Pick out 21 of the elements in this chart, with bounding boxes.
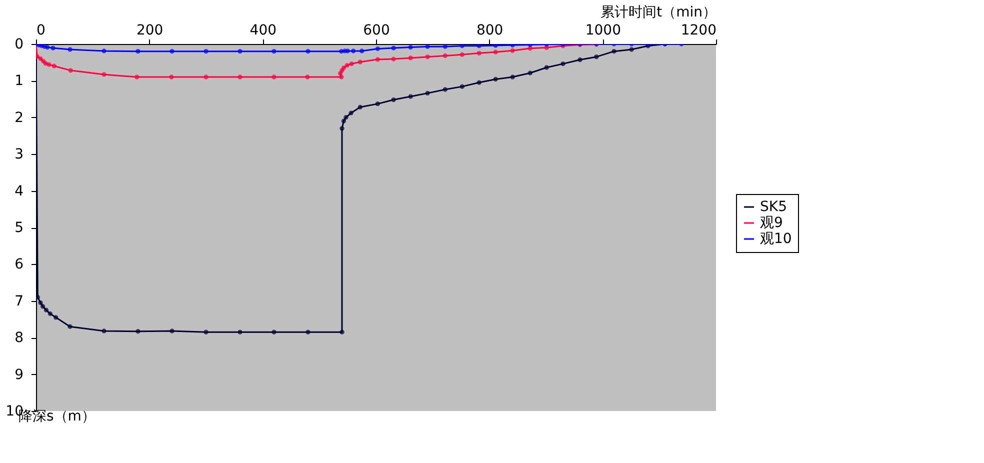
x-tick-label: 800 — [476, 22, 504, 38]
y-tick-label: 4 — [14, 183, 24, 200]
y-tick-label: 1 — [14, 73, 24, 90]
legend-label: SK5 — [760, 199, 787, 215]
x-tick-label: 600 — [363, 22, 390, 38]
y-tick-label: 9 — [14, 366, 24, 383]
x-tick-label: 0 — [36, 22, 46, 38]
y-tick-label: 8 — [14, 330, 24, 346]
legend-label: 观9 — [760, 215, 783, 231]
x-tick-label: 1200 — [680, 22, 716, 38]
legend-label: 观10 — [760, 231, 792, 247]
y-tick-label: 6 — [14, 256, 24, 273]
x-tick-label: 1000 — [585, 22, 621, 38]
x-axis-title: 累计时间t（min） — [600, 4, 716, 20]
y-tick-label: 7 — [14, 293, 24, 310]
x-tick-label: 400 — [250, 22, 277, 38]
y-tick-label: 3 — [14, 146, 24, 163]
y-tick-label: 2 — [14, 110, 24, 126]
x-tick-label: 200 — [136, 22, 164, 38]
y-tick-label: 5 — [14, 220, 24, 236]
y-tick-label: 0 — [14, 36, 24, 52]
